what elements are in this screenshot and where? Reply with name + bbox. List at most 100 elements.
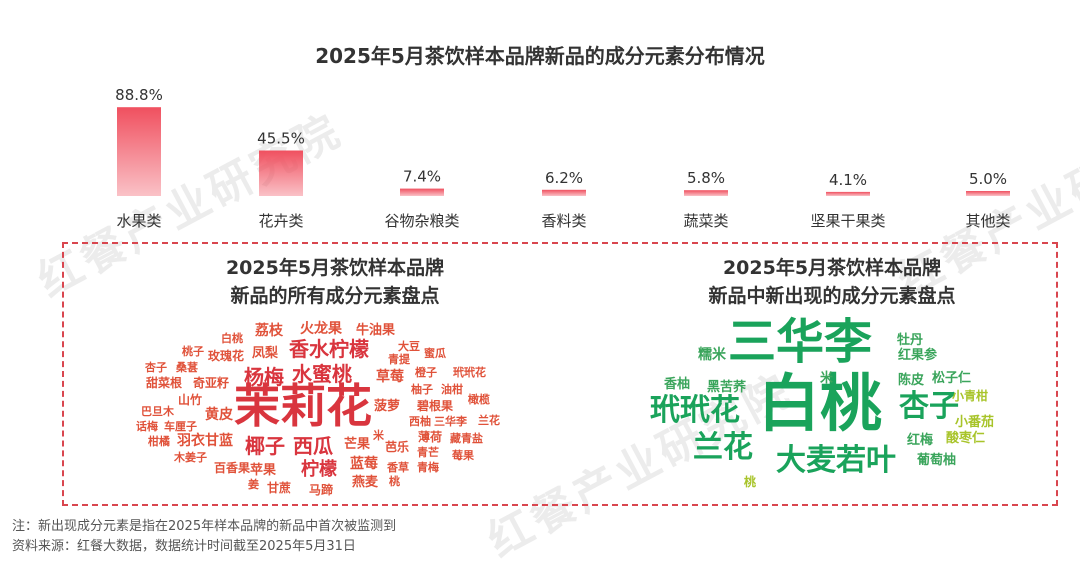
- right-cloud-word: 三华李: [728, 314, 873, 370]
- left-cloud-word: 蜜瓜: [424, 347, 446, 360]
- right-cloud-word: 小番茄: [955, 415, 995, 430]
- right-cloud-word: 葡萄柚: [917, 453, 957, 468]
- right-cloud-word: 红梅: [907, 433, 934, 448]
- right-title-line1: 2025年5月茶饮样本品牌: [722, 257, 942, 279]
- left-cloud-word: 莓果: [452, 449, 474, 462]
- left-cloud-word: 百香果: [214, 461, 251, 475]
- left-cloud-word: 桃: [389, 475, 400, 488]
- left-cloud-word: 薄荷: [418, 430, 443, 444]
- left-cloud-word: 橙子: [415, 366, 437, 379]
- left-cloud-word: 玳玳花: [453, 366, 486, 379]
- bar-5: [826, 191, 870, 196]
- left-cloud-word: 荔枝: [255, 323, 283, 339]
- right-cloud-word: 玳玳花: [650, 393, 740, 428]
- left-cloud-word: 桃子: [182, 345, 204, 358]
- left-cloud-word: 水蜜桃: [292, 362, 352, 386]
- value-label-0: 88.8%: [115, 86, 163, 104]
- left-cloud-word: 大豆: [398, 340, 420, 353]
- bar-1: [259, 150, 303, 196]
- right-cloud-word: 牡丹: [897, 333, 924, 348]
- category-label-0: 水果类: [116, 212, 161, 230]
- dashed-frame: [62, 242, 1058, 506]
- bar-chart: 88.8% 水果类 45.5% 花卉类 7.4% 谷物杂粮类 6.2% 香料类 5.8% 蔬菜类 4…: [115, 86, 1010, 230]
- left-cloud-word: 甜菜根: [146, 376, 183, 390]
- category-label-2: 谷物杂粮类: [384, 212, 459, 230]
- right-cloud-word: 白桃: [758, 367, 883, 440]
- bar-0: [117, 107, 161, 196]
- left-cloud-word: 碧根果: [417, 399, 454, 413]
- left-cloud-word: 芭乐: [385, 440, 410, 454]
- left-cloud-word: 山竹: [178, 393, 203, 407]
- left-cloud-word: 奇亚籽: [193, 376, 230, 390]
- right-cloud-word: 大麦若叶: [776, 443, 896, 478]
- left-cloud-word: 兰花: [478, 414, 500, 427]
- left-cloud-word: 杏子: [145, 361, 167, 374]
- left-cloud-word: 苹果: [250, 463, 277, 478]
- left-cloud-word: 凤梨: [252, 346, 279, 361]
- right-cloud-word: 红果参: [898, 348, 938, 363]
- right-cloud-word: 小青柑: [952, 389, 989, 403]
- left-title-line2: 新品的所有成分元素盘点: [230, 285, 440, 307]
- left-cloud-word: 椰子: [245, 434, 285, 458]
- left-cloud-word: 青梅: [417, 461, 439, 474]
- bar-2: [400, 188, 444, 196]
- left-cloud-word: 姜: [248, 478, 259, 491]
- right-cloud-word: 香柚: [664, 377, 691, 392]
- bar-4: [684, 190, 728, 196]
- right-panel-title: 2025年5月茶饮样本品牌 新品中新出现的成分元素盘点: [602, 254, 1062, 310]
- left-cloud-word: 柠檬: [301, 459, 337, 480]
- left-cloud-word: 西瓜: [293, 434, 333, 458]
- right-cloud-word: 杏子: [899, 389, 959, 424]
- right-cloud-word: 糯米: [698, 347, 726, 363]
- left-cloud-word: 青芒: [417, 446, 439, 459]
- category-label-6: 其他类: [965, 212, 1010, 230]
- left-cloud-word: 玫瑰花: [208, 349, 245, 363]
- right-cloud-word: 兰花: [693, 430, 753, 465]
- category-label-5: 坚果干果类: [810, 212, 885, 230]
- left-cloud-word: 白桃: [221, 332, 243, 345]
- right-title-line2: 新品中新出现的成分元素盘点: [708, 285, 956, 307]
- left-cloud-word: 香水柠檬: [289, 337, 369, 361]
- right-cloud-word: 酸枣仁: [946, 431, 986, 446]
- footnote-source: 资料来源：红餐大数据，数据统计时间截至2025年5月31日: [12, 539, 356, 554]
- category-label-1: 花卉类: [258, 212, 303, 230]
- right-cloud-word: 黑苦荞: [707, 380, 747, 395]
- left-cloud-word: 藏青盐: [450, 432, 483, 445]
- bar-6: [966, 191, 1010, 196]
- left-cloud-word: 马蹄: [309, 483, 334, 497]
- bar-3: [542, 189, 586, 196]
- left-cloud-word: 香草: [387, 461, 409, 474]
- left-cloud-word: 燕麦: [352, 475, 379, 490]
- left-cloud-word: 柑橘: [148, 435, 170, 448]
- value-label-3: 6.2%: [545, 169, 583, 187]
- left-cloud-word: 甘蔗: [267, 481, 292, 495]
- right-cloud-word: 松子仁: [932, 371, 972, 386]
- left-cloud-word: 芒果: [344, 437, 371, 452]
- left-cloud-word: 橄榄: [468, 393, 490, 406]
- left-cloud-word: 西柚: [409, 415, 431, 428]
- value-label-4: 5.8%: [687, 169, 725, 187]
- left-cloud-word: 火龙果: [300, 321, 342, 337]
- left-cloud-word: 米: [373, 429, 384, 442]
- left-cloud-word: 蓝莓: [350, 456, 378, 472]
- right-cloud-word: 米: [820, 371, 834, 386]
- left-cloud-word: 桑葚: [176, 361, 198, 374]
- value-label-5: 4.1%: [829, 171, 867, 189]
- right-cloud-word: 陈皮: [898, 373, 925, 388]
- value-label-6: 5.0%: [969, 170, 1007, 188]
- left-panel-title: 2025年5月茶饮样本品牌 新品的所有成分元素盘点: [105, 254, 565, 310]
- left-cloud-word: 羽衣甘蓝: [177, 433, 233, 449]
- left-cloud-word: 车厘子: [164, 420, 197, 433]
- left-cloud-word: 草莓: [376, 369, 404, 385]
- left-cloud-word: 茉莉花: [234, 379, 372, 433]
- left-title-line1: 2025年5月茶饮样本品牌: [225, 257, 445, 279]
- category-label-3: 香料类: [541, 212, 586, 230]
- chart-title: 2025年5月茶饮样本品牌新品的成分元素分布情况: [315, 44, 765, 68]
- left-cloud-word: 三华李: [434, 415, 467, 428]
- left-cloud-word: 青提: [388, 353, 410, 366]
- left-cloud-word: 油柑: [441, 383, 463, 396]
- right-cloud-word: 桃: [744, 475, 757, 489]
- value-label-2: 7.4%: [403, 168, 441, 186]
- left-cloud-word: 牛油果: [356, 323, 396, 338]
